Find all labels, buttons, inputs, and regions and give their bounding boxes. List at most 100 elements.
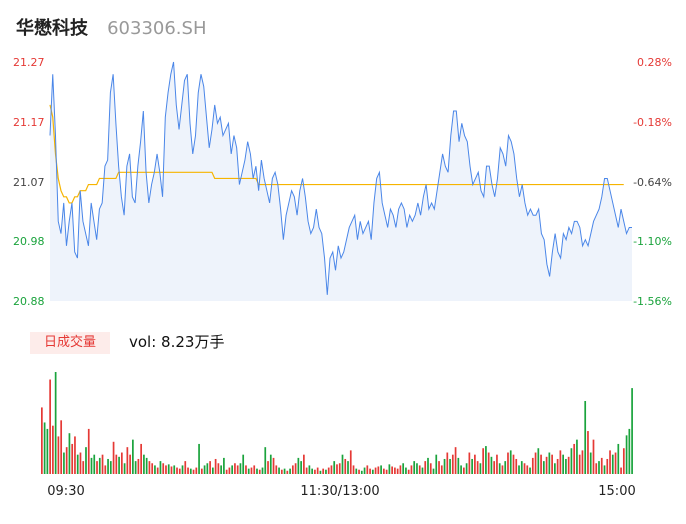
volume-bar: [112, 441, 115, 474]
volume-bar: [347, 461, 349, 474]
volume-bar: [253, 465, 256, 474]
volume-bar: [490, 456, 493, 474]
volume-bar: [589, 452, 592, 474]
volume-bar: [165, 465, 167, 474]
volume-bar: [212, 467, 214, 474]
volume-bar: [349, 450, 352, 474]
volume-bar: [520, 461, 523, 474]
volume-bar: [258, 469, 261, 474]
volume-bar: [85, 447, 87, 474]
volume-bar: [570, 448, 573, 474]
volume-bar: [443, 458, 446, 474]
volume-bars: [41, 372, 633, 474]
volume-bar: [54, 372, 57, 474]
volume-bar: [366, 465, 369, 474]
volume-bar: [385, 469, 388, 474]
volume-bar: [369, 468, 371, 474]
volume-bar: [74, 436, 76, 474]
volume-bar: [427, 457, 429, 474]
time-tick-label: 09:30: [47, 484, 84, 499]
volume-bar: [280, 469, 283, 474]
volume-bar: [132, 439, 134, 474]
volume-bar: [405, 467, 407, 474]
volume-bar: [559, 450, 562, 474]
volume-bar: [245, 465, 247, 474]
volume-bar: [355, 468, 358, 474]
volume-bar: [611, 454, 614, 474]
volume-bar: [261, 467, 264, 474]
volume-bar: [468, 452, 471, 474]
volume-bar: [352, 465, 355, 474]
volume-bar: [231, 465, 234, 474]
volume-bar: [242, 454, 245, 474]
volume-bar: [200, 468, 203, 474]
volume-bar: [460, 465, 462, 474]
volume-bar: [154, 465, 156, 474]
volume-bar: [134, 461, 137, 474]
price-tick-label: 21.07: [13, 176, 45, 189]
percent-tick-label: -1.10%: [633, 235, 672, 248]
volume-bar: [275, 465, 278, 474]
volume-bar: [628, 428, 631, 474]
volume-bar: [90, 457, 93, 474]
volume-bar: [584, 400, 587, 474]
volume-bar: [377, 466, 380, 474]
volume-bar: [167, 464, 170, 474]
volume-bar: [272, 457, 275, 474]
volume-bar: [501, 465, 504, 474]
volume-bar: [308, 465, 311, 474]
volume-bar: [264, 447, 267, 474]
volume-bar: [531, 457, 534, 474]
volume-bar: [291, 465, 294, 474]
volume-bar: [394, 467, 396, 474]
volume-bar: [457, 457, 460, 474]
volume-bar: [214, 458, 217, 474]
volume-bar: [556, 458, 559, 474]
volume-bar: [217, 463, 220, 474]
volume-bar: [223, 457, 225, 474]
volume-bar: [256, 468, 258, 474]
volume-bar: [250, 467, 253, 474]
volume-bar: [286, 470, 289, 474]
volume-bar: [576, 439, 578, 474]
volume-bar: [344, 458, 347, 474]
volume-bar: [297, 457, 300, 474]
volume-bar: [518, 465, 520, 474]
volume-bar: [504, 461, 507, 474]
volume-bar: [600, 457, 603, 474]
volume-bar: [622, 448, 625, 474]
volume-bar: [482, 448, 485, 474]
volume-bar: [512, 454, 515, 474]
volume-tab[interactable]: 日成交量: [30, 332, 110, 354]
volume-bar: [76, 454, 79, 474]
volume-bar: [498, 463, 501, 474]
volume-bar: [383, 468, 385, 474]
volume-bar: [545, 456, 548, 474]
volume-bar: [463, 467, 465, 474]
volume-bar: [101, 454, 104, 474]
volume-bar: [537, 448, 540, 474]
volume-bar: [129, 454, 131, 474]
volume-bar: [189, 468, 192, 474]
volume-bar: [333, 461, 336, 474]
volume-bar: [303, 454, 305, 474]
price-tick-label: 20.88: [13, 295, 45, 308]
volume-bar: [614, 452, 617, 474]
volume-bar: [57, 436, 60, 474]
volume-bar: [440, 465, 443, 474]
volume-bar: [474, 454, 476, 474]
volume-bar: [322, 468, 325, 474]
volume-bar: [79, 452, 82, 474]
volume-bar: [305, 467, 308, 474]
volume-bar: [192, 469, 195, 474]
volume-bar: [234, 463, 236, 474]
volume-bar: [46, 428, 49, 474]
volume-bar: [71, 443, 74, 474]
volume-bar: [239, 463, 242, 474]
volume-bar: [609, 450, 611, 474]
volume-bar: [176, 467, 178, 474]
volume-bar: [300, 461, 302, 474]
volume-bar: [551, 454, 553, 474]
volume-bar: [341, 454, 344, 474]
volume-readout: vol: 8.23万手: [129, 333, 225, 351]
